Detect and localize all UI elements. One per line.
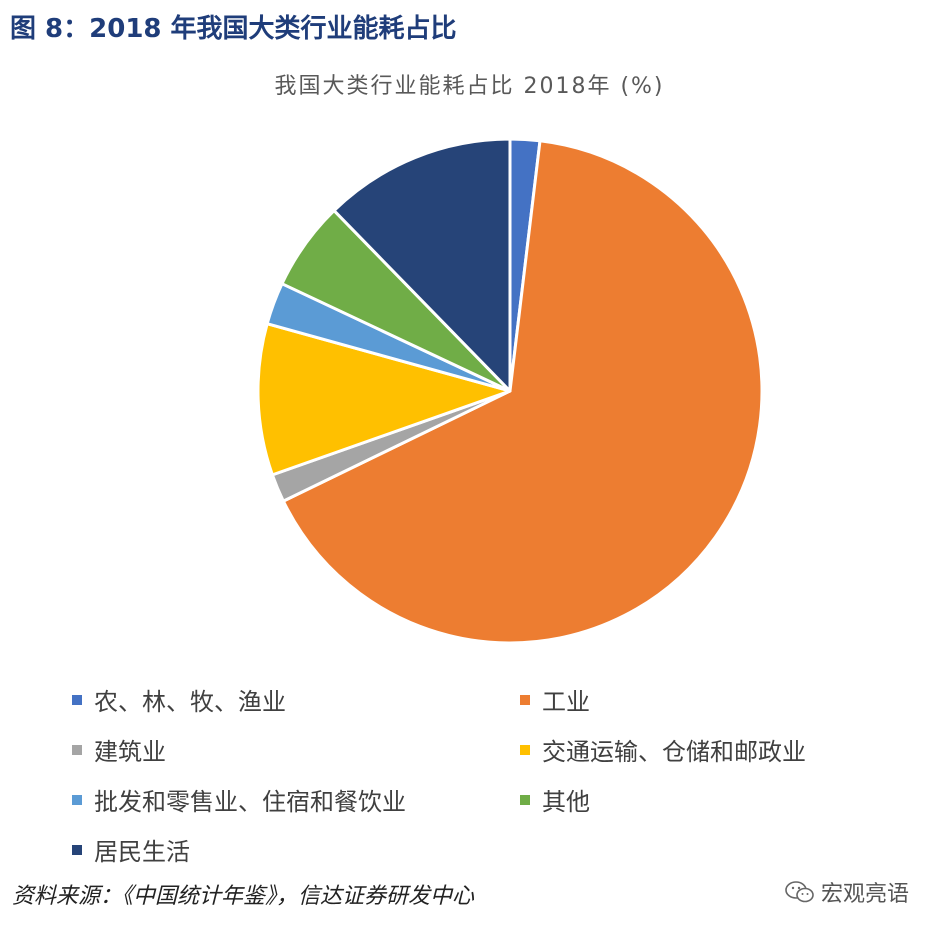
wechat-icon (785, 881, 814, 903)
legend-swatch (520, 744, 530, 755)
legend-label: 批发和零售业、住宿和餐饮业 (94, 788, 406, 816)
legend-item: 居民生活 (72, 832, 190, 867)
legend-label: 居民生活 (94, 838, 190, 866)
legend-swatch (72, 794, 82, 805)
watermark-text: 宏观亮语 (820, 882, 909, 907)
legend-swatch (72, 844, 82, 855)
pie-slice (332, 137, 512, 393)
legend-swatch (72, 694, 82, 705)
legend-swatch (520, 794, 530, 805)
pie-slice (281, 139, 764, 645)
legend-swatch (72, 744, 82, 755)
legend-label: 农、林、牧、渔业 (94, 688, 286, 716)
pie-slice (256, 322, 512, 477)
legend-label: 建筑业 (94, 738, 166, 766)
legend-label: 交通运输、仓储和邮政业 (542, 738, 806, 766)
figure-title: 图 8：2018 年我国大类行业能耗占比 (10, 14, 457, 44)
legend-item: 其他 (520, 782, 590, 817)
legend-item: 交通运输、仓储和邮政业 (520, 732, 806, 767)
watermark: 宏观亮语 (785, 876, 909, 908)
legend-item: 工业 (520, 682, 590, 717)
chart-title: 我国大类行业能耗占比 2018年 (%) (274, 74, 665, 99)
legend-label: 工业 (542, 688, 590, 716)
legend-item: 建筑业 (72, 732, 166, 767)
legend-swatch (520, 694, 530, 705)
legend-label: 其他 (542, 788, 590, 816)
legend-item: 农、林、牧、渔业 (72, 682, 286, 717)
source-note: 资料来源：《中国统计年鉴》，信达证券研发中心 (12, 884, 475, 909)
legend-item: 批发和零售业、住宿和餐饮业 (72, 782, 406, 817)
